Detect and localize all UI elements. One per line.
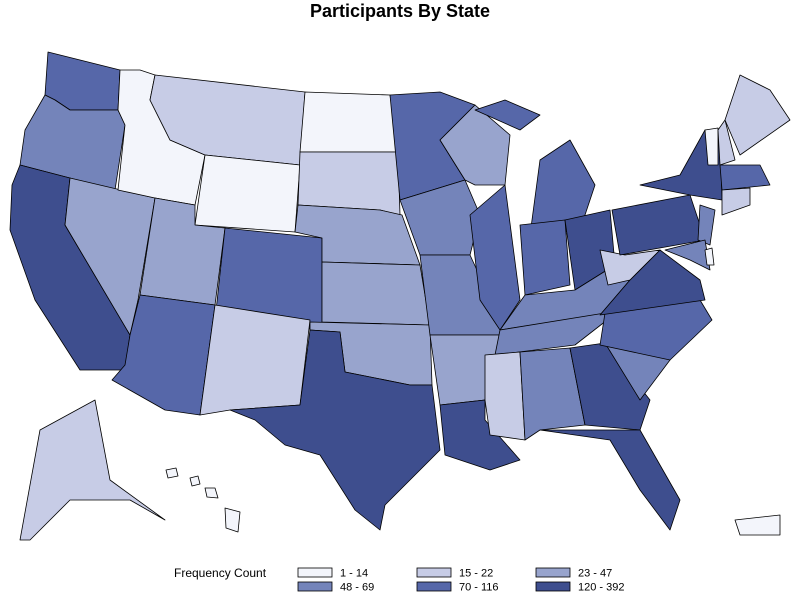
state-region	[321, 261, 431, 326]
state-region	[299, 91, 399, 153]
state-region	[224, 507, 241, 533]
state-region	[539, 429, 681, 531]
state-region	[474, 99, 541, 131]
state-map	[9, 51, 791, 541]
state-region	[194, 154, 301, 233]
legend-label: 1 - 14	[340, 568, 368, 580]
legend-swatch	[416, 567, 452, 578]
state-region	[719, 164, 771, 191]
state-region	[494, 309, 621, 356]
state-region	[664, 239, 711, 271]
state-region	[484, 351, 526, 441]
legend-swatch	[297, 567, 333, 578]
state-region	[229, 329, 441, 531]
legend: Frequency Count 1 - 14 15 - 22 23 - 47 48 -…	[174, 566, 624, 594]
legend-label: 70 - 116	[459, 582, 499, 594]
legend-swatch	[416, 581, 452, 592]
legend-label: 120 - 392	[578, 582, 624, 594]
legend-swatch	[535, 567, 571, 578]
map-title: Participants By State	[310, 1, 490, 21]
state-region	[704, 247, 715, 266]
state-region	[519, 347, 586, 441]
state-region	[519, 219, 571, 296]
state-region	[204, 487, 219, 499]
state-region	[529, 139, 596, 236]
state-region	[165, 467, 179, 479]
state-region	[717, 119, 736, 166]
state-region	[734, 514, 781, 536]
state-region	[469, 184, 521, 331]
state-region	[199, 304, 311, 416]
state-region	[19, 399, 166, 541]
state-region	[697, 204, 716, 246]
legend-label: 15 - 22	[459, 568, 493, 580]
state-region	[189, 475, 201, 487]
state-region	[721, 187, 751, 216]
legend-label: 48 - 69	[340, 582, 374, 594]
state-region	[704, 127, 719, 166]
legend-swatch	[297, 581, 333, 592]
state-region	[569, 342, 651, 431]
state-region	[599, 249, 706, 316]
legend-swatch	[535, 581, 571, 592]
state-region	[724, 74, 791, 156]
legend-title: Frequency Count	[174, 566, 267, 580]
legend-label: 23 - 47	[578, 568, 612, 580]
